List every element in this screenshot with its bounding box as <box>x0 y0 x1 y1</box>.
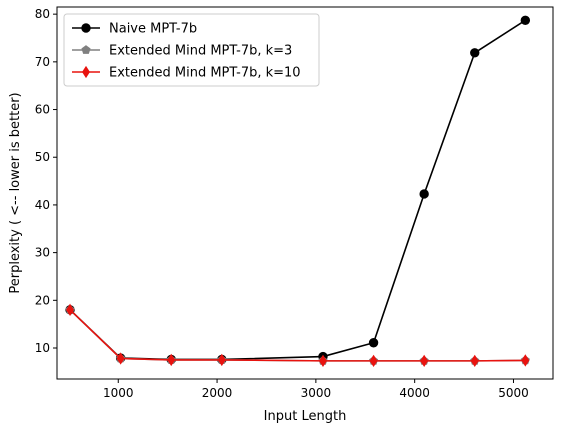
data-point <box>217 353 226 367</box>
x-axis-ticks: 1000 2000 3000 4000 5000 <box>103 379 529 400</box>
data-point <box>167 353 176 367</box>
x-tick-label: 2000 <box>202 386 233 400</box>
legend-item: Extended Mind MPT-7b, k=3 <box>72 44 292 59</box>
series-line <box>69 309 526 362</box>
legend-box <box>63 13 320 87</box>
data-point <box>369 354 378 368</box>
series-2 <box>66 303 530 368</box>
legend-item: Naive MPT-7b <box>72 22 197 37</box>
legend-label: Extended Mind MPT-7b, k=3 <box>109 44 292 59</box>
legend-label: Extended Mind MPT-7b, k=10 <box>109 66 301 81</box>
data-point <box>470 354 479 368</box>
y-tick-label: 80 <box>35 7 50 21</box>
y-tick-label: 30 <box>35 246 50 260</box>
y-tick-label: 60 <box>35 103 50 117</box>
series-1 <box>65 305 530 365</box>
series-line <box>69 309 526 362</box>
data-point <box>420 354 429 368</box>
legend-label: Naive MPT-7b <box>109 22 197 37</box>
x-tick-label: 3000 <box>301 386 332 400</box>
y-tick-label: 70 <box>35 55 50 69</box>
y-axis-label: Perplexity ( <-- lower is better) <box>8 92 23 293</box>
legend-item: Extended Mind MPT-7b, k=10 <box>72 66 301 81</box>
x-tick-label: 4000 <box>399 386 430 400</box>
y-tick-label: 20 <box>35 293 50 307</box>
data-point <box>368 338 379 348</box>
data-point <box>470 48 480 58</box>
x-axis-label: Input Length <box>264 409 347 424</box>
data-point <box>521 354 530 367</box>
y-tick-label: 50 <box>35 150 50 164</box>
y-tick-label: 40 <box>35 198 50 212</box>
data-point <box>319 354 327 368</box>
data-point <box>520 15 531 26</box>
data-point <box>66 303 74 317</box>
plot-series <box>65 15 531 368</box>
data-point <box>419 189 429 199</box>
legend-swatch-marker <box>81 23 91 33</box>
data-point <box>116 352 125 365</box>
x-tick-label: 5000 <box>498 386 529 400</box>
legend: Naive MPT-7b Extended Mind MPT-7b, k=3 Ext… <box>63 13 320 87</box>
plot-frame <box>56 6 554 380</box>
legend-swatch-marker <box>81 45 91 54</box>
legend-swatch-marker <box>82 65 90 79</box>
x-tick-label: 1000 <box>103 386 134 400</box>
y-tick-label: 10 <box>35 341 50 355</box>
y-axis-ticks: 10 20 30 40 50 60 70 80 <box>35 7 57 355</box>
